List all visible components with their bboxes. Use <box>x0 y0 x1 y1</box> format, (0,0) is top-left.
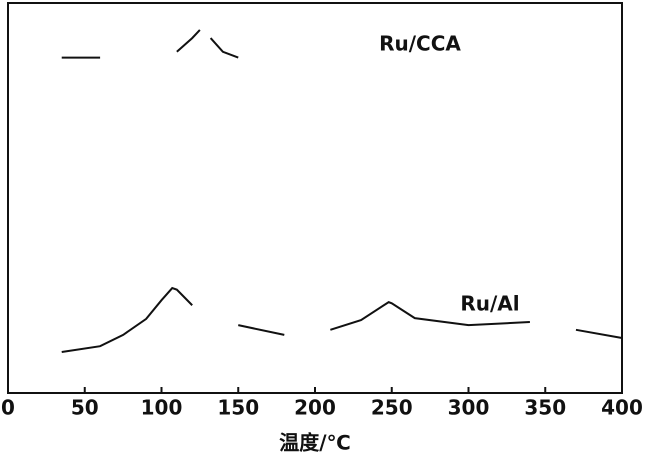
x-tick-label: 0 <box>1 396 15 420</box>
x-tick-label: 200 <box>294 396 336 420</box>
x-tick-label: 300 <box>448 396 490 420</box>
x-tick-label: 350 <box>524 396 566 420</box>
plot-frame <box>7 2 623 394</box>
x-tick-label: 150 <box>217 396 259 420</box>
x-tick-label: 100 <box>141 396 183 420</box>
line-series <box>61 286 623 354</box>
x-tick-label: 400 <box>601 396 643 420</box>
series-label: Ru/Al <box>460 292 519 316</box>
x-tick-label: 50 <box>71 396 99 420</box>
series-label: Ru/CCA <box>379 32 461 56</box>
x-axis-label: 温度/℃ <box>279 431 351 455</box>
line-series <box>62 30 622 70</box>
x-tick-label: 250 <box>371 396 413 420</box>
